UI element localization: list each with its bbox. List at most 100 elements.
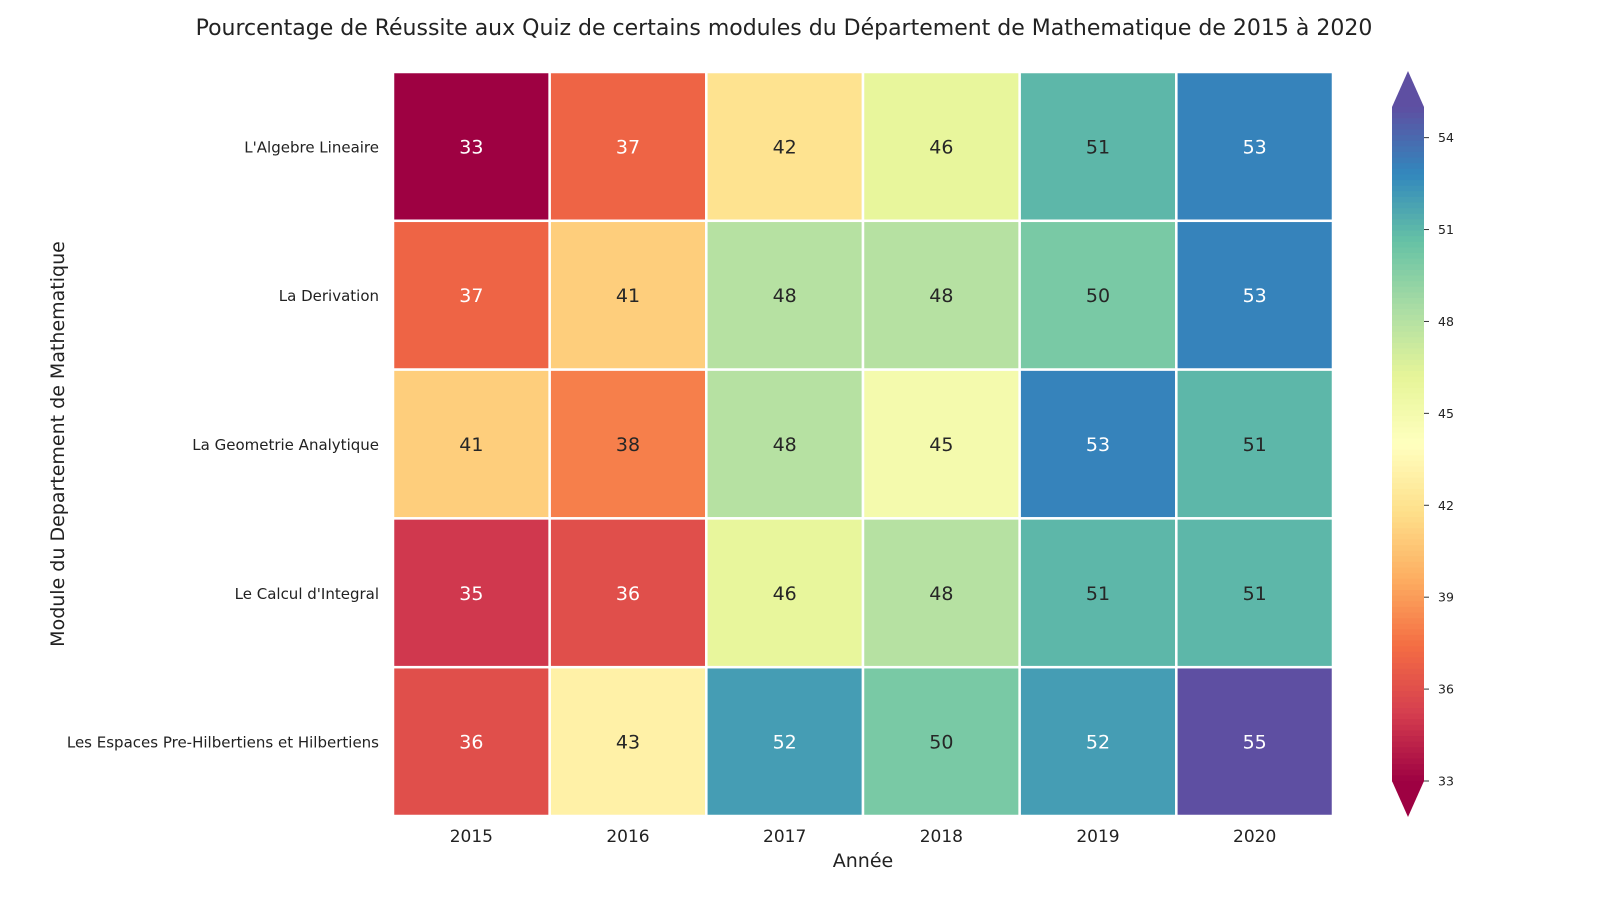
cell-value-label: 53 — [1086, 434, 1110, 456]
colorbar-segment — [1392, 651, 1424, 659]
colorbar-segment — [1392, 685, 1424, 692]
colorbar-segment — [1392, 539, 1424, 546]
colorbar-segment — [1392, 208, 1424, 215]
colorbar-segment — [1392, 382, 1424, 389]
cell-value-label: 43 — [616, 732, 640, 754]
heatmap-cell — [1175, 665, 1335, 818]
heatmap-cell — [1175, 517, 1335, 669]
cell-value-label: 36 — [459, 732, 483, 754]
x-tick-label: 2016 — [606, 827, 649, 847]
colorbar-segment — [1392, 472, 1424, 479]
colorbar-segment — [1392, 505, 1424, 512]
colorbar-segment — [1392, 281, 1424, 288]
colorbar-segment — [1392, 253, 1424, 260]
x-tick-label: 2015 — [450, 827, 493, 847]
colorbar-segment — [1392, 629, 1424, 636]
colorbar-segment — [1392, 578, 1424, 586]
colorbar-segment — [1392, 432, 1424, 439]
heatmap-cell — [548, 70, 708, 223]
colorbar-segment — [1392, 769, 1424, 776]
cell-value-label: 53 — [1243, 136, 1267, 158]
heatmap-cell — [1018, 665, 1178, 818]
colorbar-segment — [1392, 421, 1424, 428]
heatmap-cell — [861, 219, 1021, 371]
chart-title: Pourcentage de Réussite aux Quiz de cert… — [196, 16, 1373, 41]
colorbar-segment — [1392, 775, 1424, 782]
heatmap-cell — [548, 517, 708, 669]
y-tick-label: L'Algebre Lineaire — [244, 138, 379, 156]
colorbar-tick-label: 51 — [1438, 222, 1454, 237]
colorbar-segment — [1392, 455, 1424, 462]
colorbar-extend-min — [1392, 781, 1424, 817]
colorbar-segment — [1392, 606, 1424, 614]
colorbar-segment — [1392, 376, 1424, 383]
colorbar-segment — [1392, 522, 1424, 529]
cell-value-label: 51 — [1243, 583, 1267, 605]
colorbar-segment — [1392, 533, 1424, 541]
colorbar-segment — [1392, 719, 1424, 726]
colorbar-segment — [1392, 584, 1424, 591]
colorbar-segment — [1392, 191, 1424, 198]
colorbar-segment — [1392, 561, 1424, 569]
cell-value-label: 48 — [773, 285, 797, 307]
cell-value-label: 51 — [1086, 136, 1110, 158]
colorbar-segment — [1392, 466, 1424, 473]
heatmap-cell — [548, 219, 708, 371]
colorbar-segment — [1392, 269, 1424, 277]
colorbar-segment — [1392, 702, 1424, 709]
colorbar-segment — [1392, 657, 1424, 664]
cell-value-label: 48 — [929, 285, 953, 307]
colorbar-segment — [1392, 151, 1424, 159]
colorbar-segment — [1392, 494, 1424, 501]
colorbar-segment — [1392, 483, 1424, 490]
heatmap-cell — [1175, 70, 1335, 223]
heatmap-cell — [1175, 219, 1335, 371]
colorbar-segment — [1392, 292, 1424, 299]
cell-value-label: 51 — [1086, 583, 1110, 605]
x-tick-label: 2017 — [763, 827, 806, 847]
heatmap-cell — [1018, 517, 1178, 669]
colorbar-segment — [1392, 449, 1424, 456]
colorbar-segment — [1392, 168, 1424, 175]
colorbar-segment — [1392, 663, 1424, 670]
cell-value-label: 33 — [459, 136, 483, 158]
colorbar-segment — [1392, 219, 1424, 226]
colorbar-segment — [1392, 590, 1424, 597]
colorbar-segment — [1392, 517, 1424, 524]
colorbar-segment — [1392, 202, 1424, 209]
colorbar-segment — [1392, 236, 1424, 243]
colorbar-segment — [1392, 550, 1424, 557]
cell-value-label: 53 — [1243, 285, 1267, 307]
colorbar-segment — [1392, 567, 1424, 574]
colorbar-segment — [1392, 309, 1424, 316]
colorbar-segment — [1392, 528, 1424, 535]
cell-value-label: 38 — [616, 434, 640, 456]
colorbar-segment — [1392, 741, 1424, 748]
colorbar-segment — [1392, 668, 1424, 675]
colorbar-segment — [1392, 595, 1424, 602]
cell-value-label: 37 — [459, 285, 483, 307]
colorbar-segment — [1392, 438, 1424, 445]
colorbar-segment — [1392, 679, 1424, 687]
colorbar-segment — [1392, 764, 1424, 771]
cell-value-label: 52 — [1086, 732, 1110, 754]
colorbar-segment — [1392, 180, 1424, 187]
colorbar-segment — [1392, 359, 1424, 366]
heatmap-cell — [861, 517, 1021, 669]
cell-value-label: 46 — [773, 583, 797, 605]
colorbar-segment — [1392, 713, 1424, 720]
colorbar-segment — [1392, 264, 1424, 271]
heatmap-cell — [861, 665, 1021, 818]
colorbar-segment — [1392, 640, 1424, 647]
colorbar-segment — [1392, 314, 1424, 322]
cell-value-label: 41 — [616, 285, 640, 307]
colorbar-segment — [1392, 707, 1424, 715]
cell-value-label: 50 — [929, 732, 953, 754]
heatmap-cell — [861, 368, 1021, 520]
colorbar-segment — [1392, 696, 1424, 703]
colorbar-segment — [1392, 623, 1424, 630]
cell-value-label: 45 — [929, 434, 953, 456]
heatmap-cell — [705, 665, 865, 818]
y-axis-label: Module du Departement de Mathematique — [47, 241, 69, 647]
x-tick-label: 2018 — [920, 827, 963, 847]
